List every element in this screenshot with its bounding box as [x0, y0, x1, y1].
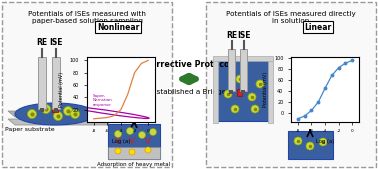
Text: ISE: ISE	[49, 38, 63, 47]
Bar	[40, 108, 44, 112]
Circle shape	[231, 105, 239, 113]
X-axis label: Log (a): Log (a)	[316, 139, 334, 144]
Bar	[54, 108, 58, 112]
Text: Nonlinear: Nonlinear	[97, 22, 139, 31]
Text: Adsorption of heavy metal: Adsorption of heavy metal	[98, 162, 170, 167]
Bar	[241, 90, 245, 94]
Text: Linear: Linear	[304, 22, 332, 31]
Bar	[229, 90, 233, 94]
Text: ISE: ISE	[237, 31, 251, 40]
Circle shape	[150, 128, 156, 136]
Text: Established a Bridge: Established a Bridge	[152, 89, 226, 95]
Circle shape	[115, 130, 121, 138]
FancyBboxPatch shape	[206, 2, 376, 167]
Circle shape	[115, 148, 121, 154]
Circle shape	[129, 149, 135, 155]
FancyBboxPatch shape	[288, 131, 333, 159]
Circle shape	[42, 104, 51, 114]
Polygon shape	[213, 56, 273, 61]
FancyBboxPatch shape	[108, 147, 160, 159]
FancyBboxPatch shape	[228, 49, 235, 91]
Circle shape	[224, 90, 232, 98]
Text: RE: RE	[226, 31, 237, 40]
Circle shape	[138, 131, 146, 139]
Polygon shape	[215, 61, 272, 121]
X-axis label: Log (a): Log (a)	[112, 139, 130, 144]
FancyBboxPatch shape	[2, 2, 172, 167]
Polygon shape	[213, 59, 218, 123]
Text: Super-
Nernstian
response: Super- Nernstian response	[92, 94, 112, 107]
FancyBboxPatch shape	[240, 49, 247, 91]
Polygon shape	[8, 119, 110, 125]
FancyBboxPatch shape	[38, 57, 46, 109]
FancyBboxPatch shape	[52, 57, 60, 109]
Circle shape	[251, 105, 259, 113]
Y-axis label: Potential (mV): Potential (mV)	[59, 72, 64, 107]
Circle shape	[319, 138, 327, 146]
Text: Potentials of ISEs measured directly
in solution: Potentials of ISEs measured directly in …	[226, 11, 356, 24]
Circle shape	[145, 147, 151, 153]
Polygon shape	[268, 59, 273, 123]
Circle shape	[248, 93, 256, 101]
Circle shape	[64, 106, 73, 115]
Text: Potentials of ISEs measured with
paper-based solution sampling: Potentials of ISEs measured with paper-b…	[28, 11, 146, 24]
Circle shape	[127, 127, 133, 135]
Ellipse shape	[15, 103, 95, 125]
Circle shape	[71, 110, 79, 118]
Bar	[52, 107, 58, 112]
Circle shape	[28, 110, 37, 118]
Circle shape	[236, 75, 244, 83]
Bar	[237, 89, 242, 96]
Circle shape	[256, 80, 264, 88]
FancyBboxPatch shape	[108, 124, 160, 159]
Text: RE: RE	[36, 38, 48, 47]
Y-axis label: Potential (mV): Potential (mV)	[263, 72, 268, 107]
Circle shape	[306, 142, 314, 150]
Circle shape	[54, 112, 62, 120]
Circle shape	[294, 137, 302, 145]
Text: Paper substrate: Paper substrate	[5, 127, 55, 132]
Text: Corrective Protocol: Corrective Protocol	[146, 60, 232, 69]
Polygon shape	[8, 111, 110, 117]
